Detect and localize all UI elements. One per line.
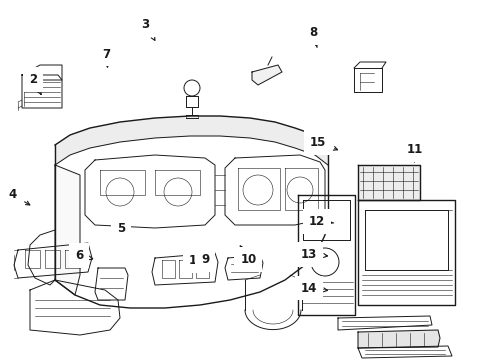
- Polygon shape: [55, 165, 80, 295]
- Text: 14: 14: [300, 282, 327, 294]
- Text: 11: 11: [406, 143, 422, 162]
- Polygon shape: [357, 330, 439, 348]
- Text: 8: 8: [308, 26, 317, 48]
- Text: 12: 12: [308, 215, 333, 228]
- Text: 9: 9: [198, 251, 209, 266]
- Text: 6: 6: [75, 249, 93, 262]
- Text: 5: 5: [117, 222, 127, 236]
- Polygon shape: [251, 65, 282, 85]
- Polygon shape: [55, 116, 327, 165]
- Text: 4: 4: [8, 188, 30, 205]
- Text: 13: 13: [300, 248, 327, 261]
- Text: 10: 10: [240, 246, 256, 266]
- Text: 1: 1: [189, 255, 206, 271]
- Text: 2: 2: [29, 73, 41, 94]
- Polygon shape: [357, 165, 419, 200]
- Text: 3: 3: [142, 18, 155, 40]
- Text: 7: 7: [102, 48, 110, 67]
- Text: 15: 15: [309, 136, 337, 150]
